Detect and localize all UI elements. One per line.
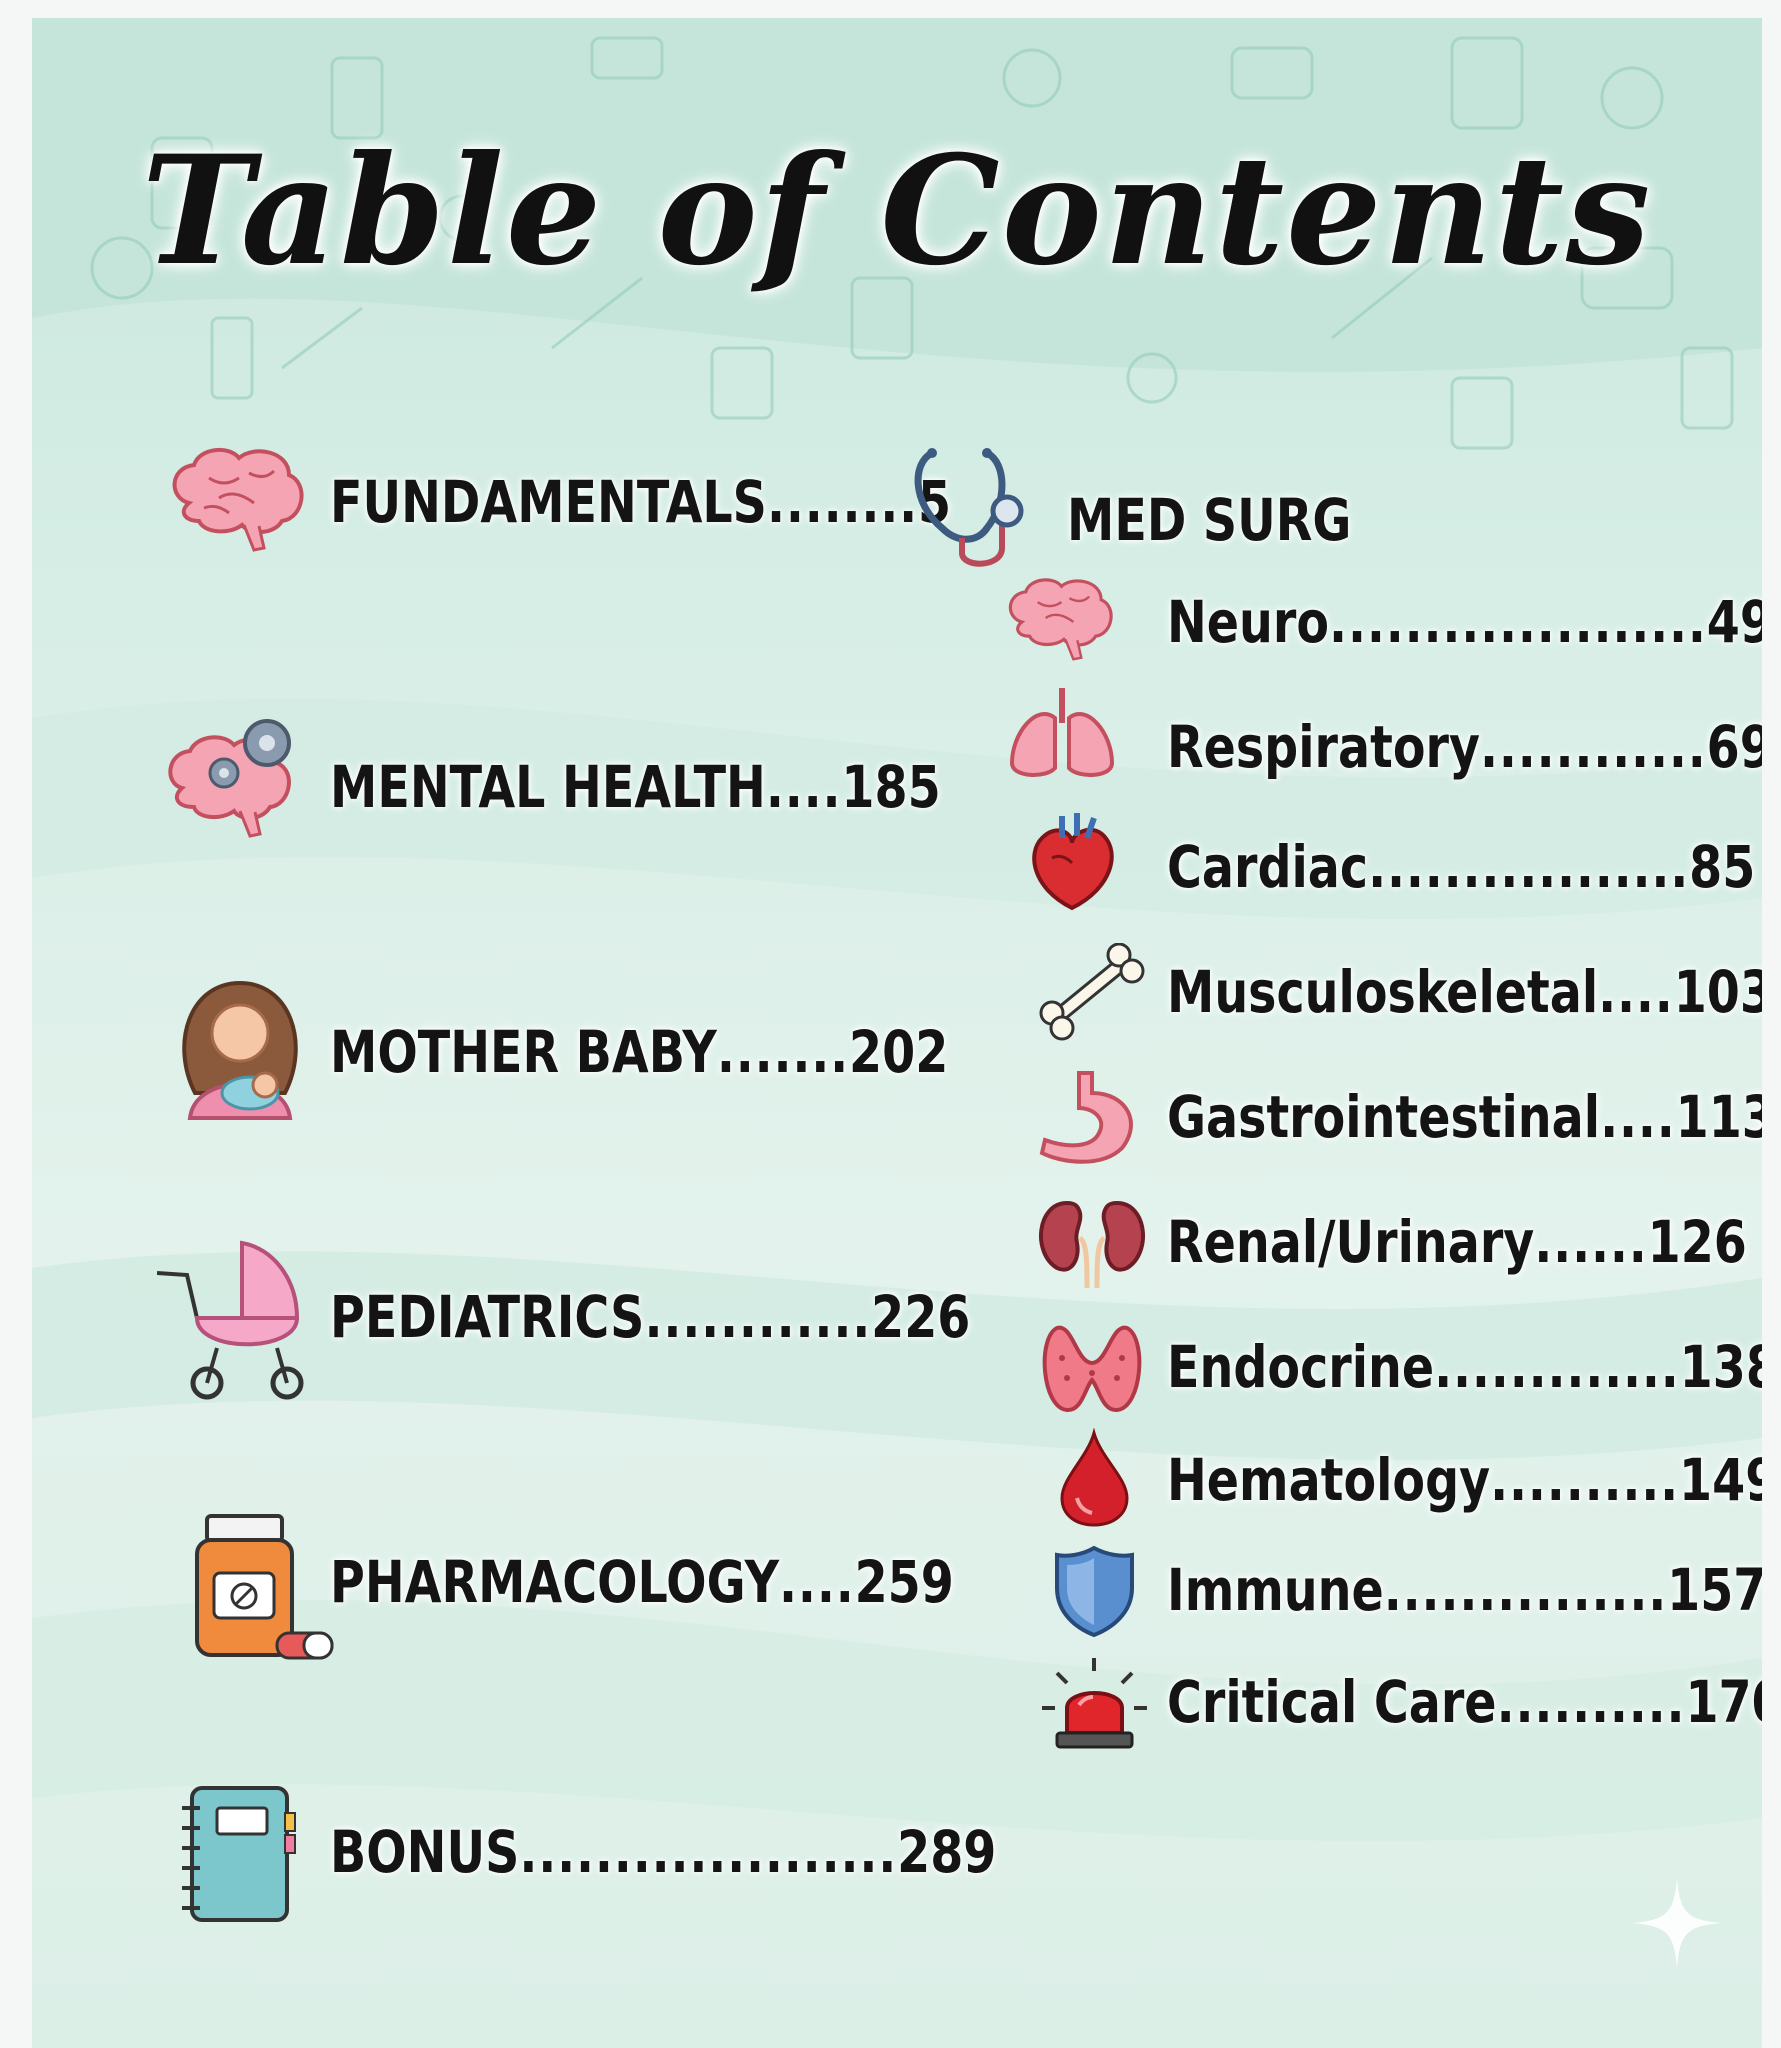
entry-label: PEDIATRICS xyxy=(330,1283,645,1351)
page-number: 69 xyxy=(1706,713,1762,781)
entry-label: Musculoskeletal xyxy=(1167,958,1599,1026)
entry-label: Hematology xyxy=(1167,1446,1491,1514)
stethoscope-icon xyxy=(914,448,1024,567)
leader-dots: .... xyxy=(1600,1083,1676,1151)
entry-label: Cardiac xyxy=(1167,833,1369,901)
entry-label: Immune xyxy=(1167,1556,1384,1624)
entry-label: Neuro xyxy=(1167,588,1330,656)
page-number: 103 xyxy=(1673,958,1762,1026)
baby-stroller-icon xyxy=(157,1240,304,1400)
shield-icon xyxy=(1055,1545,1134,1638)
med-surg-item-renal-urinary[interactable]: Renal/Urinary...... 126 xyxy=(1167,1208,1747,1276)
page-number: 202 xyxy=(849,1018,949,1086)
toc-page: Table of Contents FUNDAMENTALS........ 5 … xyxy=(32,18,1762,2048)
med-surg-item-neuro[interactable]: Neuro....................49 xyxy=(1167,588,1762,656)
entry-label: MOTHER BABY xyxy=(330,1018,717,1086)
page-number: 149 xyxy=(1679,1446,1762,1514)
leader-dots: ............. xyxy=(1434,1333,1680,1401)
page-number: 289 xyxy=(897,1818,997,1886)
med-surg-item-gastrointestinal[interactable]: Gastrointestinal....113 xyxy=(1167,1083,1762,1151)
lungs-icon xyxy=(1009,688,1115,777)
toc-entry-mother-baby[interactable]: MOTHER BABY....... 202 xyxy=(330,1018,948,1086)
med-surg-item-respiratory[interactable]: Respiratory............69 xyxy=(1167,713,1762,781)
page-number: 185 xyxy=(841,753,941,821)
med-surg-item-musculoskeletal[interactable]: Musculoskeletal....103 xyxy=(1167,958,1762,1026)
med-surg-item-cardiac[interactable]: Cardiac................. 85 xyxy=(1167,833,1755,901)
leader-dots: .......... xyxy=(1490,1446,1680,1514)
stomach-icon xyxy=(1039,1071,1133,1164)
page-number: 259 xyxy=(854,1548,954,1616)
pill-bottle-icon xyxy=(195,1514,334,1660)
mother-baby-icon xyxy=(182,980,298,1120)
page-number: 138 xyxy=(1679,1333,1762,1401)
leader-dots: ............... xyxy=(1383,1556,1668,1624)
brain-gears-icon xyxy=(168,719,291,838)
leader-dots: .......... xyxy=(1496,1668,1686,1736)
leader-dots: .... xyxy=(765,753,842,821)
leader-dots: ........ xyxy=(766,468,919,536)
medical-doodle-pattern xyxy=(90,36,1734,450)
entry-label: FUNDAMENTALS xyxy=(330,468,767,536)
toc-entry-pharmacology[interactable]: PHARMACOLOGY.... 259 xyxy=(330,1548,954,1616)
leader-dots: .................... xyxy=(519,1818,898,1886)
toc-entry-mental-health[interactable]: MENTAL HEALTH.... 185 xyxy=(330,753,941,821)
med-surg-item-critical-care[interactable]: Critical Care..........170 xyxy=(1167,1668,1762,1736)
entry-label: Gastrointestinal xyxy=(1167,1083,1601,1151)
entry-label: BONUS xyxy=(330,1818,520,1886)
brain-icon xyxy=(172,447,304,552)
leader-dots: ....... xyxy=(716,1018,850,1086)
entry-label: PHARMACOLOGY xyxy=(330,1548,780,1616)
med-surg-item-immune[interactable]: Immune............... 157 xyxy=(1167,1556,1762,1624)
entry-label: Endocrine xyxy=(1167,1333,1435,1401)
entry-label: Critical Care xyxy=(1167,1668,1497,1736)
entry-label: MENTAL HEALTH xyxy=(330,753,766,821)
leader-dots: ............ xyxy=(1479,713,1707,781)
med-surg-heading: MED SURG xyxy=(1067,486,1352,554)
page-number: 126 xyxy=(1647,1208,1747,1276)
background-waves xyxy=(32,18,1762,1841)
brain-icon xyxy=(1008,578,1113,661)
siren-icon xyxy=(1042,1658,1147,1749)
page-number: 157 xyxy=(1667,1556,1762,1624)
leader-dots: .... xyxy=(1598,958,1674,1026)
sparkle-icon xyxy=(1632,1878,1722,1968)
med-surg-item-hematology[interactable]: Hematology..........149 xyxy=(1167,1446,1762,1514)
notebook-icon xyxy=(182,1786,296,1922)
leader-dots: .................... xyxy=(1329,588,1707,656)
med-surg-item-endocrine[interactable]: Endocrine.............138 xyxy=(1167,1333,1762,1401)
toc-entry-pediatrics[interactable]: PEDIATRICS............ 226 xyxy=(330,1283,970,1351)
bone-icon xyxy=(1039,943,1145,1041)
leader-dots: ............ xyxy=(644,1283,872,1351)
leader-dots: .... xyxy=(779,1548,855,1616)
page-title: Table of Contents xyxy=(141,123,1653,299)
thyroid-icon xyxy=(1042,1325,1142,1412)
page-number: 49 xyxy=(1706,588,1762,656)
toc-entry-fundamentals[interactable]: FUNDAMENTALS........ 5 xyxy=(330,468,951,536)
leader-dots: ...... xyxy=(1534,1208,1648,1276)
page-number: 226 xyxy=(871,1283,971,1351)
page-number: 113 xyxy=(1675,1083,1762,1151)
blood-drop-icon xyxy=(1060,1428,1129,1527)
page-number: 85 xyxy=(1689,833,1756,901)
page-number: 170 xyxy=(1685,1668,1762,1736)
heart-icon xyxy=(1032,813,1114,911)
entry-label: Renal/Urinary xyxy=(1167,1208,1535,1276)
kidneys-icon xyxy=(1039,1200,1145,1289)
leader-dots: ................. xyxy=(1368,833,1690,901)
entry-label: Respiratory xyxy=(1167,713,1480,781)
toc-entry-bonus[interactable]: BONUS.................... 289 xyxy=(330,1818,996,1886)
